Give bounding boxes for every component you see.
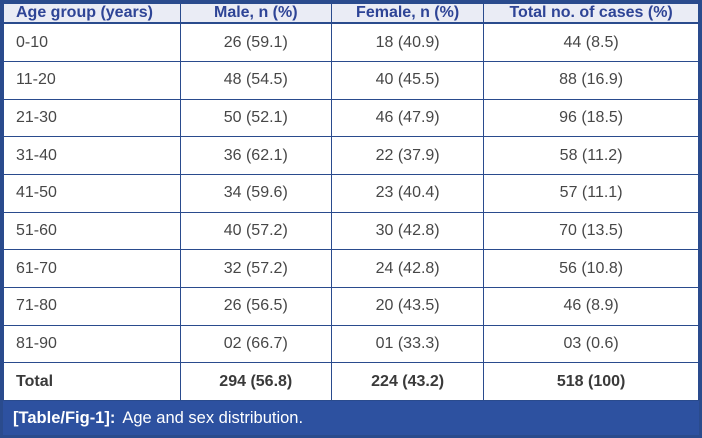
value-cell: 01 (33.3) <box>331 324 485 364</box>
age-group-cell: 81-90 <box>3 324 181 364</box>
age-group-cell: 41-50 <box>3 174 181 213</box>
age-group-cell: 51-60 <box>3 211 181 251</box>
value-cell: 32 (57.2) <box>179 249 333 288</box>
value-cell: 34 (59.6) <box>179 174 333 213</box>
value-cell: 96 (18.5) <box>483 98 699 138</box>
value-cell: 56 (10.8) <box>483 249 699 288</box>
value-cell: 46 (47.9) <box>331 98 485 138</box>
table-row: 0-10 26 (59.1) 18 (40.9) 44 (8.5) <box>3 22 699 63</box>
age-group-cell: 61-70 <box>3 249 181 288</box>
value-cell: 26 (59.1) <box>179 22 333 63</box>
table-row: Total 294 (56.8) 224 (43.2) 518 (100) <box>3 362 699 401</box>
value-cell: 44 (8.5) <box>483 22 699 63</box>
value-cell: 48 (54.5) <box>179 61 333 100</box>
age-group-cell: 31-40 <box>3 136 181 176</box>
age-group-cell: 11-20 <box>3 61 181 100</box>
caption-label: [Table/Fig-1]: <box>13 408 116 427</box>
value-cell: 40 (45.5) <box>331 61 485 100</box>
value-cell: 40 (57.2) <box>179 211 333 251</box>
header-row: Age group (years) Male, n (%) Female, n … <box>3 3 699 24</box>
table-row: 41-50 34 (59.6) 23 (40.4) 57 (11.1) <box>3 174 699 213</box>
value-cell: 46 (8.9) <box>483 286 699 326</box>
value-cell: 02 (66.7) <box>179 324 333 364</box>
value-cell: 224 (43.2) <box>331 362 485 401</box>
age-group-cell: 21-30 <box>3 98 181 138</box>
value-cell: 03 (0.6) <box>483 324 699 364</box>
age-sex-distribution-table: Age group (years) Male, n (%) Female, n … <box>3 3 699 401</box>
value-cell: 24 (42.8) <box>331 249 485 288</box>
value-cell: 57 (11.1) <box>483 174 699 213</box>
value-cell: 70 (13.5) <box>483 211 699 251</box>
table-row: 11-20 48 (54.5) 40 (45.5) 88 (16.9) <box>3 61 699 100</box>
table-row: 31-40 36 (62.1) 22 (37.9) 58 (11.2) <box>3 136 699 176</box>
value-cell: 22 (37.9) <box>331 136 485 176</box>
table-row: 71-80 26 (56.5) 20 (43.5) 46 (8.9) <box>3 286 699 326</box>
column-header-male: Male, n (%) <box>179 3 333 24</box>
table-row: 21-30 50 (52.1) 46 (47.9) 96 (18.5) <box>3 98 699 138</box>
value-cell: 26 (56.5) <box>179 286 333 326</box>
value-cell: 88 (16.9) <box>483 61 699 100</box>
age-group-cell: Total <box>3 362 181 401</box>
table-caption: [Table/Fig-1]: Age and sex distribution. <box>3 401 699 435</box>
caption-text: Age and sex distribution. <box>122 408 304 427</box>
table-row: 51-60 40 (57.2) 30 (42.8) 70 (13.5) <box>3 211 699 251</box>
value-cell: 518 (100) <box>483 362 699 401</box>
value-cell: 23 (40.4) <box>331 174 485 213</box>
value-cell: 50 (52.1) <box>179 98 333 138</box>
age-group-cell: 71-80 <box>3 286 181 326</box>
value-cell: 36 (62.1) <box>179 136 333 176</box>
value-cell: 294 (56.8) <box>179 362 333 401</box>
column-header-female: Female, n (%) <box>331 3 485 24</box>
value-cell: 30 (42.8) <box>331 211 485 251</box>
table-row: 81-90 02 (66.7) 01 (33.3) 03 (0.6) <box>3 324 699 364</box>
value-cell: 20 (43.5) <box>331 286 485 326</box>
column-header-total-cases: Total no. of cases (%) <box>483 3 699 24</box>
column-header-age-group: Age group (years) <box>3 3 181 24</box>
value-cell: 18 (40.9) <box>331 22 485 63</box>
value-cell: 58 (11.2) <box>483 136 699 176</box>
table-row: 61-70 32 (57.2) 24 (42.8) 56 (10.8) <box>3 249 699 288</box>
age-group-cell: 0-10 <box>3 22 181 63</box>
